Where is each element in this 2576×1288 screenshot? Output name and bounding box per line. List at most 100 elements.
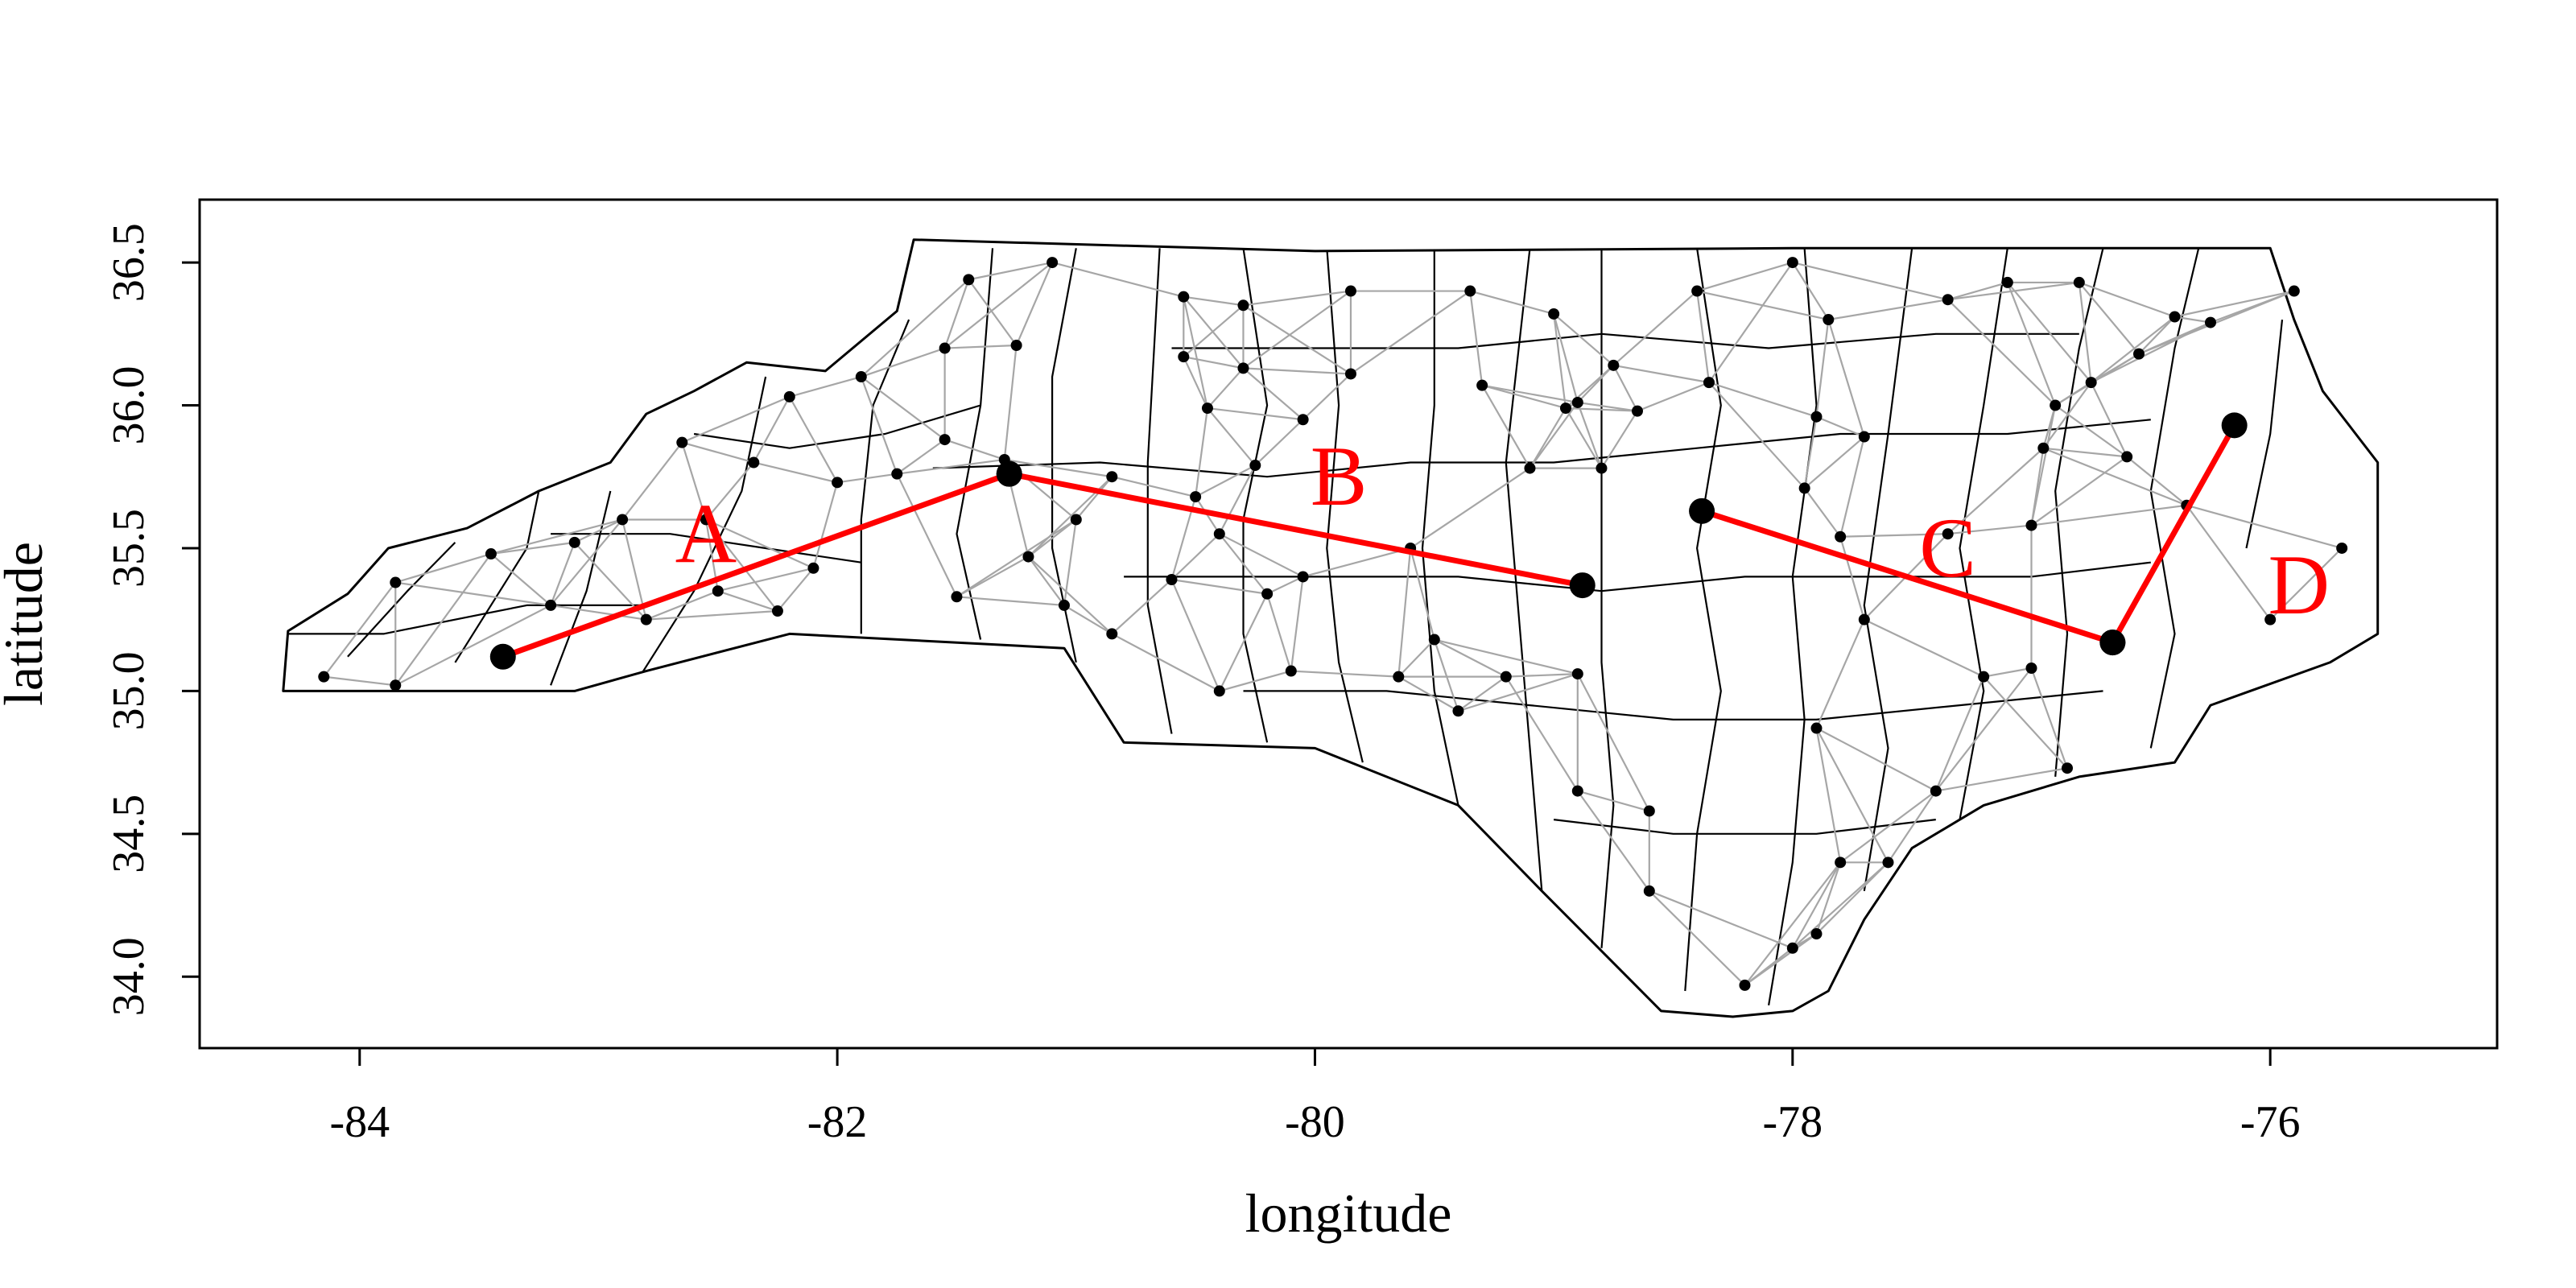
neighbor-link — [1242, 304, 1352, 375]
county-centroid — [1344, 368, 1356, 380]
neighbor-link — [1075, 476, 1113, 521]
neighbor-link — [1815, 319, 1830, 417]
neighbor-link — [1505, 676, 1579, 792]
neighbor-link — [1171, 578, 1268, 595]
county-centroid — [2001, 276, 2013, 288]
plot-frame — [198, 198, 2499, 1050]
neighbor-link — [1397, 547, 1412, 677]
county-centroid — [939, 434, 951, 446]
x-tick-label: -84 — [329, 1097, 390, 1147]
neighbor-link — [1840, 533, 1948, 538]
county-centroid — [1835, 857, 1847, 869]
neighbor-link — [1828, 299, 1948, 321]
neighbor-link — [1266, 576, 1304, 595]
county-centroid — [318, 671, 330, 683]
county-centroid — [1106, 471, 1118, 483]
county-centroid — [1559, 402, 1571, 415]
neighbor-link — [1577, 401, 1638, 412]
neighbor-link — [1577, 365, 1615, 403]
neighbor-link — [860, 376, 898, 475]
neighbor-link — [1015, 262, 1054, 346]
neighbor-link — [1266, 593, 1292, 671]
neighbor-link — [2174, 316, 2211, 324]
county-centroid — [1691, 285, 1703, 297]
neighbor-link — [1565, 407, 1603, 469]
county-centroid — [1022, 551, 1034, 563]
county-boundary — [1421, 248, 1459, 806]
county-centroid — [1524, 462, 1536, 474]
neighbor-link — [1434, 638, 1507, 678]
neighbor-link — [1469, 291, 1484, 386]
county-centroid — [1213, 685, 1225, 697]
neighbor-link — [812, 482, 839, 569]
neighbor-link — [1219, 533, 1304, 578]
route-label-d: D — [2268, 538, 2330, 632]
neighbor-link — [1887, 790, 1937, 863]
neighbor-link — [2186, 505, 2272, 621]
county-centroid — [1297, 414, 1309, 426]
neighbor-link — [1815, 728, 1842, 863]
neighbor-link — [1553, 313, 1615, 366]
county-centroid — [1786, 257, 1798, 269]
neighbor-link — [1302, 373, 1352, 421]
neighbor-link — [1946, 299, 2056, 407]
neighbor-link — [1207, 367, 1245, 409]
county-centroid — [568, 536, 580, 548]
county-centroid — [1858, 431, 1870, 443]
neighbor-link — [1170, 579, 1220, 691]
neighbor-link — [1207, 407, 1303, 421]
neighbor-link — [2090, 316, 2176, 383]
county-centroid — [1070, 514, 1082, 526]
county-centroid — [1608, 359, 1620, 371]
neighbor-link — [1003, 345, 1018, 460]
county-boundary — [2245, 319, 2284, 549]
neighbor-link — [490, 518, 623, 555]
county-centroid — [1213, 528, 1225, 540]
county-centroid — [1190, 491, 1202, 503]
neighbor-link — [1696, 291, 1711, 383]
county-boundary — [287, 604, 646, 635]
neighbor-link — [1983, 675, 2068, 769]
neighbor-link — [861, 279, 970, 378]
neighbor-link — [1791, 262, 1830, 320]
neighbor-link — [1290, 670, 1399, 678]
neighbor-link — [2186, 504, 2343, 550]
neighbor-link — [1600, 411, 1638, 469]
neighbor-link — [1935, 767, 2068, 792]
county-centroid — [1476, 379, 1488, 391]
route-label-b: B — [1311, 429, 1368, 523]
neighbor-link — [2269, 547, 2343, 621]
neighbor-link — [1553, 313, 1567, 409]
neighbor-link — [1649, 890, 1794, 949]
neighbor-link — [1934, 667, 2033, 792]
neighbor-link — [1816, 415, 1865, 438]
county-centroid — [1010, 339, 1022, 351]
county-centroid — [2121, 451, 2133, 463]
county-centroid — [963, 274, 975, 286]
county-centroid — [1261, 588, 1274, 600]
county-centroid — [1571, 396, 1583, 408]
y-tick-label: 35.5 — [104, 509, 154, 588]
county-centroid — [676, 436, 688, 448]
county-centroid — [1942, 294, 1954, 306]
county-centroid — [2288, 285, 2300, 297]
neighbor-link — [956, 596, 1065, 607]
neighbor-link — [943, 279, 970, 349]
neighbor-link — [681, 441, 754, 464]
county-centroid — [1810, 928, 1823, 940]
county-centroid — [951, 591, 963, 603]
county-centroid — [1201, 402, 1213, 415]
neighbor-link — [1947, 281, 2008, 301]
county-centroid — [1178, 351, 1190, 363]
neighbor-link — [2090, 382, 2128, 457]
y-axis-label: latitude — [0, 542, 54, 706]
neighbor-link — [646, 590, 719, 621]
county-centroid — [771, 605, 783, 617]
county-boundary — [1243, 690, 2103, 721]
neighbor-link — [1708, 382, 1806, 489]
neighbor-link — [1218, 593, 1269, 691]
neighbor-link — [896, 473, 958, 597]
neighbor-link — [1183, 296, 1209, 409]
neighbor-link — [1218, 464, 1257, 535]
